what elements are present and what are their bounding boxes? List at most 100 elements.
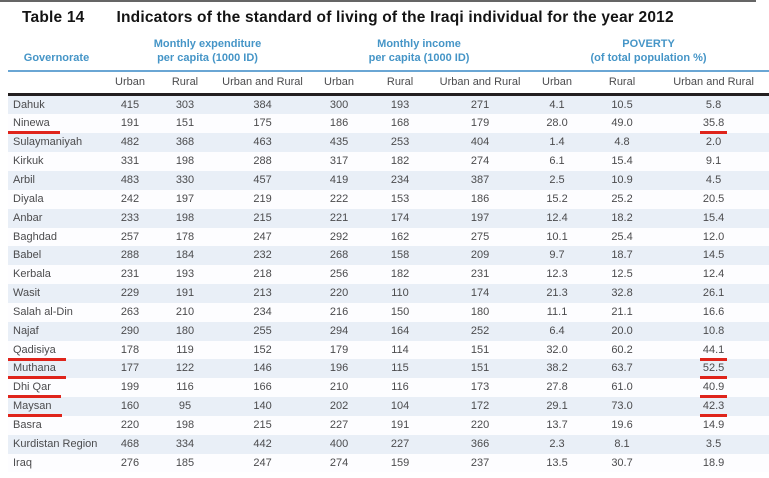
governorate-cell: Iraq [8, 454, 105, 473]
pov-urban-rural-cell: 35.8 [658, 114, 769, 135]
inc-rural-cell: 193 [390, 98, 410, 111]
inc-urban-rural-cell: 197 [470, 211, 490, 224]
inc-rural-cell: 116 [391, 381, 409, 394]
pov-rural-cell: 15.4 [611, 155, 633, 168]
inc-urban-rural-cell: 387 [470, 173, 490, 186]
inc-rural-cell: 182 [390, 155, 410, 168]
group-poverty-line1: POVERTY [622, 38, 675, 50]
inc-urban-cell: 435 [329, 136, 349, 149]
indicators-table: Governorate Monthly expenditure per capit… [8, 31, 769, 473]
inc-urban-cell: 294 [329, 324, 349, 337]
inc-urban-rural-cell: 151 [470, 343, 490, 356]
inc-urban-rural-cell: 271 [470, 98, 490, 111]
inc-urban-rural-cell: 209 [470, 249, 490, 262]
governorate-label: Diyala [13, 192, 44, 205]
inc-urban-rural-cell: 274 [470, 155, 490, 168]
inc-urban-rural-cell: 220 [470, 418, 490, 431]
exp-rural-cell: 184 [175, 249, 195, 262]
pov-urban-cell: 15.2 [546, 192, 568, 205]
inc-urban-rural-cell: 404 [470, 136, 490, 149]
governorate-label: Salah al-Din [13, 305, 73, 318]
column-header-inc-urban: Urban [310, 70, 369, 96]
exp-urban-rural-cell: 166 [253, 381, 272, 394]
pov-urban-cell: 1.4 [549, 136, 565, 149]
column-header-inc-urban-rural: Urban and Rural [432, 70, 529, 96]
pov-urban-rural-cell: 2.0 [705, 136, 722, 149]
exp-rural-cell: 210 [175, 305, 195, 318]
exp-urban-cell: 177 [120, 362, 140, 375]
governorate-label: Wasit [13, 287, 41, 300]
pov-rural-cell: 8.1 [614, 437, 630, 450]
sub-header-empty [8, 70, 105, 96]
table-row: Muthana 177 122 146 196 115 151 38.2 63.… [8, 359, 769, 380]
exp-urban-cell: 229 [120, 287, 140, 300]
governorate-label: Basra [13, 418, 42, 431]
pov-rural-cell: 49.0 [611, 117, 633, 130]
exp-urban-cell: 178 [120, 343, 140, 356]
pov-rural-cell: 18.2 [611, 211, 633, 224]
table-row: Dhi Qar 199 116 166 210 116 173 27.8 61.… [8, 378, 769, 399]
inc-urban-cell: 268 [329, 249, 349, 262]
exp-urban-rural-cell: 218 [253, 268, 272, 281]
column-header-pov-urban: Urban [528, 70, 587, 96]
pov-rural-cell: 10.5 [611, 98, 633, 111]
pov-urban-cell: 12.3 [546, 268, 568, 281]
governorate-cell: Kerbala [8, 265, 105, 284]
inc-urban-cell: 220 [329, 287, 349, 300]
exp-urban-cell: 290 [120, 324, 140, 337]
exp-rural-cell: 116 [176, 381, 194, 394]
governorate-cell: Baghdad [8, 228, 105, 247]
pov-urban-rural-cell: 12.4 [702, 268, 725, 281]
exp-urban-cell: 199 [120, 381, 140, 394]
governorate-cell: Maysan [8, 397, 105, 418]
inc-urban-cell: 210 [329, 381, 349, 394]
exp-rural-cell: 151 [175, 117, 195, 130]
governorate-cell: Kirkuk [8, 152, 105, 171]
exp-urban-cell: 482 [120, 136, 140, 149]
inc-urban-rural-cell: 237 [470, 456, 490, 469]
governorate-label: Kurdistan Region [13, 437, 98, 450]
exp-urban-rural-cell: 442 [253, 437, 272, 450]
inc-urban-rural-cell: 151 [470, 362, 490, 375]
pov-urban-cell: 21.3 [546, 287, 568, 300]
inc-rural-cell: 114 [391, 343, 409, 356]
exp-rural-cell: 198 [175, 155, 195, 168]
pov-urban-rural-cell: 14.5 [702, 249, 725, 262]
inc-urban-cell: 216 [329, 305, 349, 318]
pov-urban-rural-cell: 40.9 [658, 378, 769, 399]
governorate-label: Baghdad [13, 230, 58, 243]
column-header-inc-rural: Rural [368, 70, 433, 96]
pov-rural-cell: 63.7 [611, 362, 633, 375]
inc-urban-cell: 222 [329, 192, 349, 205]
column-group-income: Monthly income per capita (1000 ID) [310, 31, 529, 72]
column-header-pov-urban-rural: Urban and Rural [658, 70, 769, 96]
table-row: Kurdistan Region 468 334 442 400 227 366… [8, 434, 769, 454]
pov-rural-cell: 10.9 [611, 173, 633, 186]
pov-urban-cell: 28.0 [546, 117, 568, 130]
governorate-cell: Anbar [8, 209, 105, 228]
exp-rural-cell: 95 [178, 400, 192, 413]
pov-urban-cell: 9.7 [549, 249, 565, 262]
inc-rural-cell: 174 [390, 211, 410, 224]
exp-urban-cell: 263 [120, 305, 140, 318]
pov-urban-rural-cell: 44.1 [658, 341, 769, 361]
table-number: Table 14 [22, 9, 85, 26]
inc-rural-cell: 158 [390, 249, 410, 262]
exp-urban-rural-cell: 457 [253, 173, 272, 186]
table-row: Dahuk 415 303 384 300 193 271 4.1 10.5 5… [8, 94, 769, 115]
table-row: Ninewa 191 151 175 186 168 179 28.0 49.0… [8, 114, 769, 135]
inc-urban-rural-cell: 172 [470, 400, 490, 413]
inc-rural-cell: 162 [390, 230, 410, 243]
pov-urban-cell: 4.1 [549, 98, 565, 111]
pov-urban-cell: 38.2 [546, 362, 568, 375]
exp-urban-rural-cell: 215 [253, 211, 272, 224]
page-title: Indicators of the standard of living of … [116, 9, 674, 26]
inc-urban-cell: 292 [329, 230, 349, 243]
pov-urban-cell: 12.4 [546, 211, 568, 224]
inc-rural-cell: 168 [390, 117, 410, 130]
pov-urban-cell: 13.7 [546, 418, 568, 431]
inc-rural-cell: 153 [390, 192, 410, 205]
pov-urban-rural-cell: 4.5 [705, 173, 722, 186]
governorate-label: Dhi Qar [8, 380, 61, 399]
sub-header-row: Urban Rural Urban and Rural Urban Rural … [8, 70, 769, 96]
